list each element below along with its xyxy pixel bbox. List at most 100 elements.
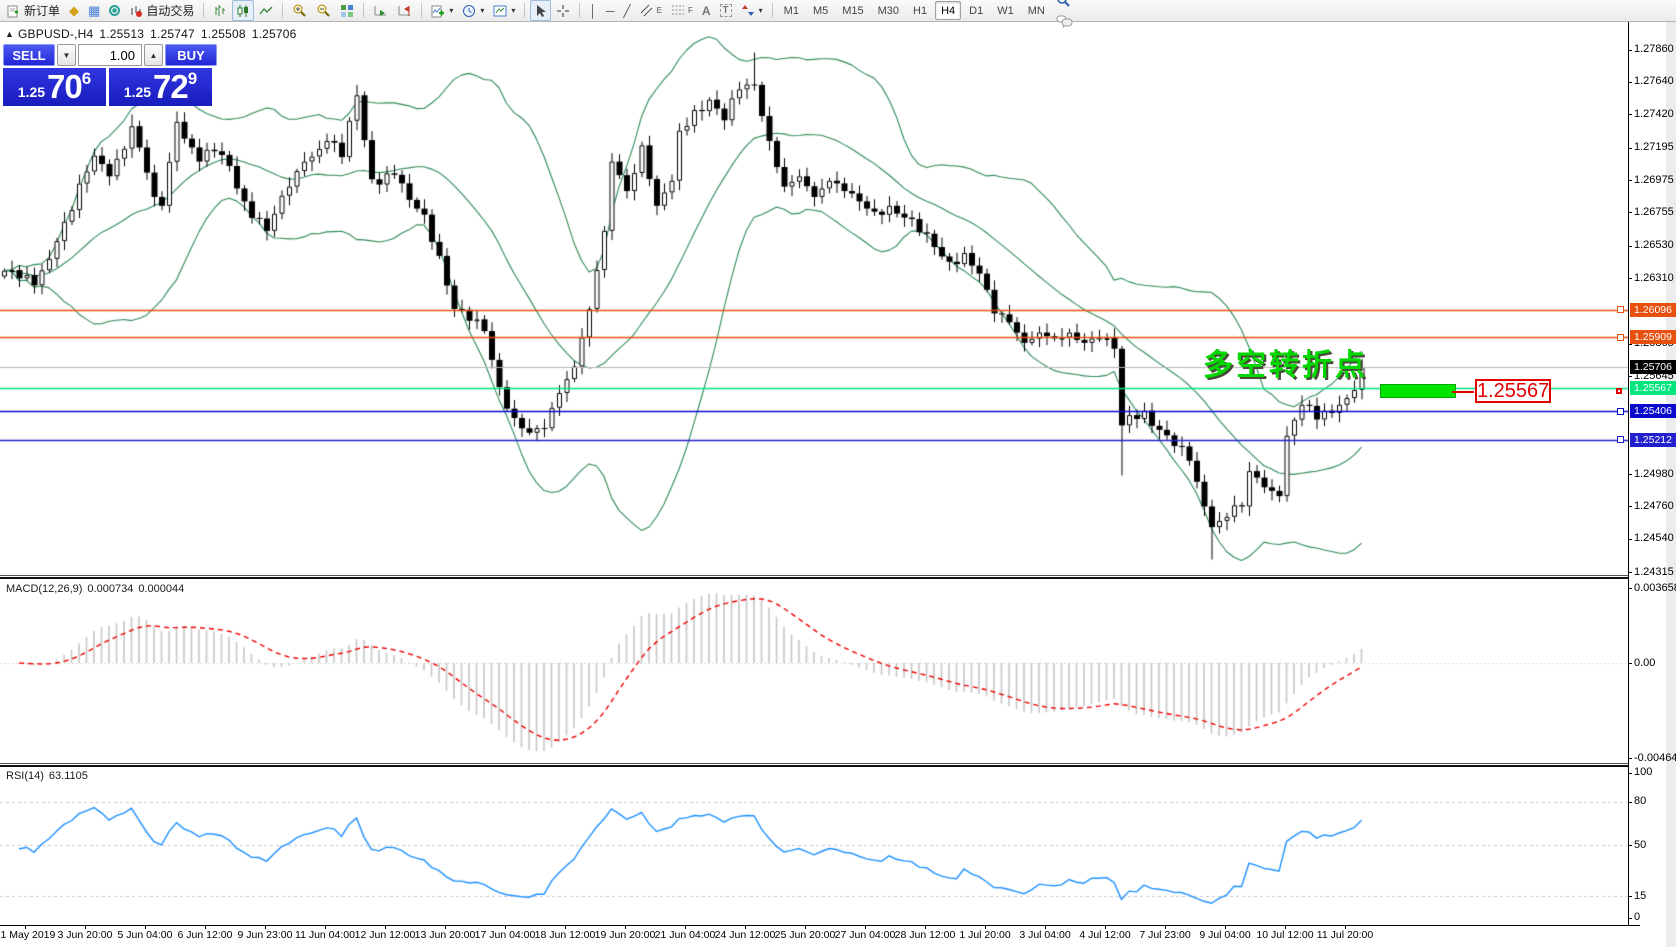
dropdown-caret: ▾ <box>758 6 763 15</box>
trade-panel-collapse-arrow[interactable]: ▲ <box>5 29 14 39</box>
market-watch-button[interactable]: ◆ <box>65 0 83 21</box>
rsi-tick-label: 100 <box>1634 766 1653 778</box>
chart-candles-button[interactable] <box>232 0 255 21</box>
timeframe-m15[interactable]: M15 <box>842 4 864 17</box>
text-tool[interactable]: A <box>698 0 715 21</box>
level-anchor-square[interactable] <box>1617 334 1624 341</box>
chart-shift-button[interactable] <box>393 0 416 21</box>
macd-name: MACD(12,26,9) <box>6 583 83 595</box>
text-tool-icon: A <box>701 3 711 18</box>
timeframe-m30[interactable]: M30 <box>877 4 900 17</box>
crosshair-button[interactable] <box>552 0 574 21</box>
volume-input[interactable] <box>78 44 142 66</box>
separator <box>203 3 205 18</box>
tile-windows-button[interactable] <box>336 0 358 21</box>
chart-title: GBPUSD-,H4 1.25513 1.25747 1.25508 1.25706 <box>18 27 302 41</box>
search-button[interactable] <box>1052 0 1077 11</box>
fibonacci-letter: F <box>687 6 693 15</box>
panel-divider-macd[interactable] <box>0 575 1628 579</box>
time-axis-border <box>0 925 1640 926</box>
time-axis-label: 17 Jun 04:00 <box>474 929 536 941</box>
time-tick-mark <box>85 925 86 929</box>
time-tick-mark <box>505 925 506 929</box>
chart-bars-button[interactable] <box>209 0 231 21</box>
trendline-tool[interactable]: ╱ <box>619 0 634 21</box>
level-anchor-square[interactable] <box>1617 408 1624 415</box>
timeframe-h1[interactable]: H1 <box>913 4 928 17</box>
buy-quote[interactable]: 1.25 72 9 <box>109 68 212 106</box>
rsi-panel-canvas[interactable] <box>0 767 1628 925</box>
timeframe-mn[interactable]: MN <box>1027 4 1045 17</box>
timeframe-w1[interactable]: W1 <box>997 4 1014 17</box>
time-tick-mark <box>685 925 686 929</box>
macd-tick-label: 0.00 <box>1634 657 1656 669</box>
buy-button[interactable]: BUY <box>165 44 217 66</box>
label-tool[interactable]: T <box>716 0 736 21</box>
sell-button[interactable]: SELL <box>3 44 55 66</box>
auto-scroll-button[interactable] <box>369 0 392 21</box>
price-flag-anchor[interactable] <box>1616 388 1622 394</box>
ohlc-close: 1.25706 <box>251 27 297 41</box>
auto-trading-button[interactable]: 自动交易 <box>125 0 198 21</box>
price-tick-mark <box>1628 344 1632 345</box>
macd-tick-mark <box>1628 588 1632 589</box>
price-tick-mark <box>1628 82 1632 83</box>
fibonacci-icon <box>671 5 684 15</box>
templates-button[interactable]: ▾ <box>489 0 519 21</box>
sell-quote[interactable]: 1.25 70 6 <box>3 68 106 106</box>
time-axis-label: 7 Jul 23:00 <box>1139 929 1191 941</box>
channel-tool[interactable]: E <box>636 0 666 21</box>
signals-icon <box>109 5 121 16</box>
time-axis-label: 24 Jun 12:00 <box>714 929 776 941</box>
price-chart-canvas[interactable] <box>0 22 1628 575</box>
time-tick-mark <box>1165 925 1166 929</box>
zoom-out-button[interactable] <box>312 0 335 21</box>
timeframe-d1[interactable]: D1 <box>969 4 984 17</box>
chat-button[interactable] <box>1052 11 1077 32</box>
indicators-button[interactable]: ▾ <box>427 0 457 21</box>
rsi-tick-label: 0 <box>1634 911 1641 923</box>
ohlc-high: 1.25747 <box>150 27 195 41</box>
timeframe-h4[interactable]: H4 <box>935 1 962 20</box>
signals-button[interactable] <box>105 0 124 21</box>
cursor-button[interactable] <box>530 0 552 21</box>
level-anchor-square[interactable] <box>1617 306 1624 313</box>
volume-decrease-button[interactable]: ▼ <box>57 44 76 66</box>
dropdown-caret: ▾ <box>449 6 454 15</box>
price-flag-connector <box>1452 391 1474 393</box>
price-tick-label: 1.27860 <box>1634 43 1674 55</box>
fibonacci-tool[interactable]: F <box>667 0 697 21</box>
volume-increase-button[interactable]: ▲ <box>144 44 163 66</box>
price-tick-mark <box>1628 114 1632 115</box>
panel-divider-rsi[interactable] <box>0 763 1628 767</box>
timeframe-m5[interactable]: M5 <box>812 4 829 17</box>
buy-price-big: 72 <box>153 68 189 105</box>
chart-line-button[interactable] <box>255 0 277 21</box>
price-tick-label: 1.24315 <box>1634 566 1674 578</box>
price-flag-label[interactable]: 1.25567 <box>1475 379 1551 403</box>
clock-icon <box>463 4 476 17</box>
zoom-in-button[interactable] <box>288 0 311 21</box>
highlight-rectangle[interactable] <box>1380 384 1456 398</box>
chart-annotation-text[interactable]: 多空转折点 <box>1203 349 1368 382</box>
level-anchor-square[interactable] <box>1617 436 1624 443</box>
price-tick-label: 1.24760 <box>1634 500 1674 512</box>
time-tick-mark <box>25 925 26 929</box>
time-tick-mark <box>1285 925 1286 929</box>
vertical-line-tool[interactable]: │ <box>585 0 601 21</box>
horizontal-line-tool[interactable]: ─ <box>602 0 619 21</box>
new-order-icon <box>7 5 18 17</box>
separator <box>579 3 581 18</box>
data-window-button[interactable]: ▦ <box>84 0 104 21</box>
time-tick-mark <box>1045 925 1046 929</box>
price-tick-label: 1.24980 <box>1634 468 1674 480</box>
new-order-button[interactable]: 新订单 <box>3 0 64 21</box>
macd-panel-canvas[interactable] <box>0 579 1628 763</box>
time-axis-label: 13 Jun 20:00 <box>414 929 476 941</box>
chart-shift-icon <box>398 5 411 16</box>
periods-button[interactable]: ▾ <box>458 0 488 21</box>
price-tick-label: 1.27420 <box>1634 108 1674 120</box>
arrows-tool[interactable]: ▾ <box>737 0 767 21</box>
timeframe-m1[interactable]: M1 <box>783 4 799 17</box>
